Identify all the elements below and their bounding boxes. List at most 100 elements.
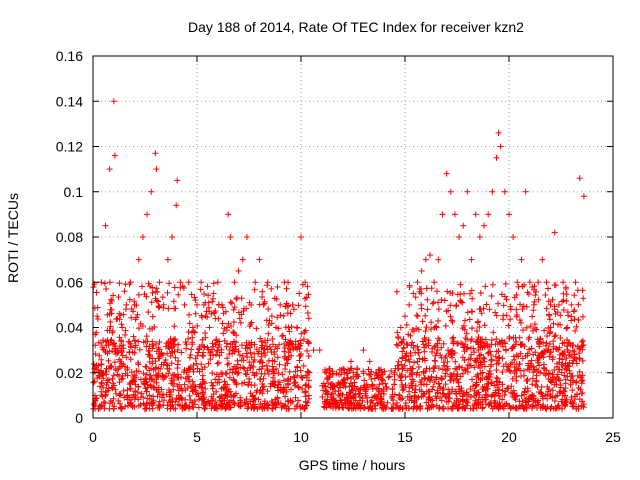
- data-point: [107, 279, 113, 285]
- data-point: [398, 378, 404, 384]
- data-point: [265, 331, 271, 337]
- data-point: [415, 313, 421, 319]
- data-point: [496, 130, 502, 136]
- data-point: [253, 326, 259, 332]
- data-point: [572, 328, 578, 334]
- data-point: [442, 298, 448, 304]
- data-point: [568, 302, 574, 308]
- data-point: [517, 317, 523, 323]
- data-point: [576, 317, 582, 323]
- y-tick-label: 0.12: [56, 139, 83, 155]
- x-tick-label: 20: [501, 429, 517, 445]
- data-point: [490, 282, 496, 288]
- data-point: [127, 297, 133, 303]
- data-point: [564, 325, 570, 331]
- data-point: [231, 307, 237, 313]
- data-point: [116, 294, 122, 300]
- data-point: [435, 257, 441, 263]
- data-point: [121, 312, 127, 318]
- data-point: [418, 302, 424, 308]
- data-point: [169, 234, 175, 240]
- data-point: [543, 279, 549, 285]
- data-point: [238, 320, 244, 326]
- data-point: [416, 364, 422, 370]
- data-point: [264, 282, 270, 288]
- data-point: [232, 304, 238, 310]
- data-point: [252, 382, 258, 388]
- data-point: [439, 211, 445, 217]
- data-point: [434, 288, 440, 294]
- data-point: [165, 257, 171, 263]
- data-point: [211, 291, 217, 297]
- data-point: [209, 370, 215, 376]
- data-point: [394, 400, 400, 406]
- data-point: [436, 306, 442, 312]
- data-point: [494, 155, 500, 161]
- data-point: [123, 302, 129, 308]
- data-point: [552, 282, 558, 288]
- data-point: [430, 384, 436, 390]
- data-point: [563, 326, 569, 332]
- data-point: [448, 314, 454, 320]
- data-point: [145, 309, 151, 315]
- data-point: [432, 358, 438, 364]
- data-point: [552, 333, 558, 339]
- data-point: [265, 306, 271, 312]
- data-point: [205, 283, 211, 289]
- data-point: [460, 223, 466, 229]
- data-point: [306, 353, 312, 359]
- data-point: [580, 287, 586, 293]
- y-tick-label: 0.16: [56, 48, 83, 64]
- data-point: [492, 310, 498, 316]
- data-point: [98, 279, 104, 285]
- data-point: [402, 313, 408, 319]
- data-point: [103, 286, 109, 292]
- data-point: [296, 291, 302, 297]
- data-point: [294, 325, 300, 331]
- data-point: [94, 290, 100, 296]
- data-point: [214, 361, 220, 367]
- data-point: [187, 393, 193, 399]
- data-point: [189, 335, 195, 341]
- data-point: [422, 313, 428, 319]
- data-point: [206, 325, 212, 331]
- data-point: [193, 311, 199, 317]
- data-point: [106, 406, 112, 412]
- data-point: [239, 295, 245, 301]
- data-point: [564, 343, 570, 349]
- data-point: [209, 340, 215, 346]
- data-point: [299, 375, 305, 381]
- data-point: [546, 313, 552, 319]
- data-point: [482, 322, 488, 328]
- data-point: [435, 318, 441, 324]
- data-point: [559, 406, 565, 412]
- data-point: [171, 323, 177, 329]
- y-axis-label: ROTI / TECUs: [5, 193, 21, 283]
- data-point: [213, 352, 219, 358]
- data-point: [124, 393, 130, 399]
- data-point: [219, 320, 225, 326]
- data-point: [321, 404, 327, 410]
- data-point: [298, 234, 304, 240]
- data-point: [560, 279, 566, 285]
- data-point: [495, 301, 501, 307]
- data-point: [225, 211, 231, 217]
- data-point: [121, 388, 127, 394]
- data-point: [573, 279, 579, 285]
- data-point: [144, 333, 150, 339]
- data-point: [284, 286, 290, 292]
- data-point: [514, 279, 520, 285]
- data-point: [175, 362, 181, 368]
- data-point: [262, 300, 268, 306]
- data-point: [279, 371, 285, 377]
- data-point: [209, 299, 215, 305]
- data-point: [121, 288, 127, 294]
- data-point: [303, 303, 309, 309]
- y-tick-label: 0.06: [56, 274, 83, 290]
- data-point: [275, 284, 281, 290]
- data-point: [431, 279, 437, 285]
- data-point: [305, 310, 311, 316]
- data-point: [172, 284, 178, 290]
- data-point: [530, 307, 536, 313]
- data-point: [552, 306, 558, 312]
